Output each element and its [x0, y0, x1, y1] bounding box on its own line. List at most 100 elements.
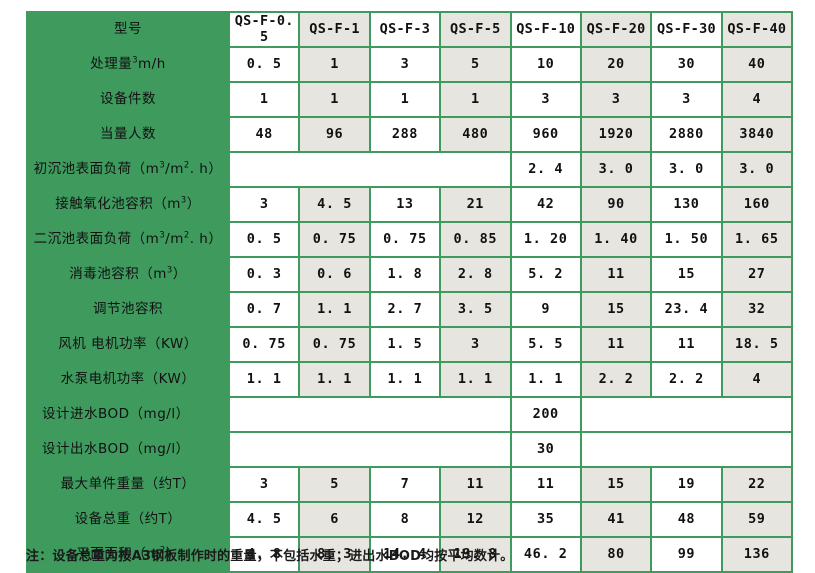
data-cell: 2. 8	[441, 258, 510, 291]
data-cell: 288	[370, 118, 440, 151]
data-cell: 32	[722, 293, 791, 326]
empty-merged-cell	[581, 433, 791, 466]
data-cell: 1	[300, 48, 369, 81]
data-cell: 0. 7	[230, 293, 299, 326]
data-cell: 4	[722, 83, 791, 116]
header-label-model: 型号	[28, 13, 228, 46]
table-row: 设备件数 1 1 1 1 3 3 3 4	[28, 83, 791, 116]
data-cell: 1. 8	[370, 258, 440, 291]
data-cell: 11	[441, 468, 510, 501]
data-cell: 5. 5	[511, 328, 580, 361]
data-cell: 130	[652, 188, 721, 221]
data-cell: 2. 2	[581, 363, 651, 396]
data-cell: 80	[581, 538, 651, 571]
data-cell: 15	[652, 258, 721, 291]
data-cell: 1	[230, 83, 299, 116]
data-cell: 1920	[581, 118, 651, 151]
data-cell: 19. 8	[441, 538, 510, 571]
table-row: 平面面积（m2） 4. 8 8. 3 14. 4 19. 8 46. 2 80 99 136	[28, 538, 791, 571]
data-cell: 35	[511, 503, 580, 536]
data-cell: 200	[511, 398, 580, 431]
data-cell: 0. 5	[230, 48, 299, 81]
data-cell: 1	[441, 83, 510, 116]
data-cell: 96	[300, 118, 369, 151]
column-header-model: QS-F-40	[722, 13, 791, 46]
table-row: 最大单件重量（约T） 3 5 7 11 11 15 19 22	[28, 468, 791, 501]
row-label: 平面面积（m2）	[28, 538, 228, 571]
data-cell: 99	[652, 538, 721, 571]
column-header-model: QS-F-5	[441, 13, 510, 46]
row-label: 水泵电机功率（KW）	[28, 363, 228, 396]
row-label: 设备件数	[28, 83, 228, 116]
data-cell: 1. 40	[581, 223, 651, 256]
data-cell: 3840	[722, 118, 791, 151]
row-label: 设计出水BOD（mg/l）	[28, 433, 228, 466]
table-row: 设计出水BOD（mg/l） 30	[28, 433, 791, 466]
data-cell: 2. 4	[511, 153, 580, 186]
data-cell: 1. 1	[300, 363, 369, 396]
data-cell: 3	[370, 48, 440, 81]
data-cell: 1. 20	[511, 223, 580, 256]
data-cell: 7	[370, 468, 440, 501]
data-cell: 160	[722, 188, 791, 221]
data-cell: 12	[441, 503, 510, 536]
data-cell: 1	[300, 83, 369, 116]
table-row: 处理量3m/h 0. 5 1 3 5 10 20 30 40	[28, 48, 791, 81]
data-cell: 3	[652, 83, 721, 116]
data-cell: 6	[300, 503, 369, 536]
spec-table-container: 型号 QS-F-0. 5 QS-F-1 QS-F-3 QS-F-5 QS-F-10 QS-F…	[26, 11, 793, 573]
empty-merged-cell	[230, 433, 510, 466]
column-header-model: QS-F-30	[652, 13, 721, 46]
data-cell: 480	[441, 118, 510, 151]
table-row: 消毒池容积（m3） 0. 3 0. 6 1. 8 2. 8 5. 2 11 15 27	[28, 258, 791, 291]
column-header-model: QS-F-10	[511, 13, 580, 46]
data-cell: 42	[511, 188, 580, 221]
data-cell: 0. 75	[230, 328, 299, 361]
data-cell: 9	[511, 293, 580, 326]
data-cell: 21	[441, 188, 510, 221]
data-cell: 2. 2	[652, 363, 721, 396]
row-label: 设备总重（约T）	[28, 503, 228, 536]
empty-merged-cell	[581, 398, 791, 431]
data-cell: 1. 5	[370, 328, 440, 361]
data-cell: 4	[722, 363, 791, 396]
row-label: 处理量3m/h	[28, 48, 228, 81]
data-cell: 3	[230, 468, 299, 501]
data-cell: 30	[652, 48, 721, 81]
table-header-row: 型号 QS-F-0. 5 QS-F-1 QS-F-3 QS-F-5 QS-F-10 QS-F…	[28, 13, 791, 46]
data-cell: 23. 4	[652, 293, 721, 326]
data-cell: 22	[722, 468, 791, 501]
data-cell: 59	[722, 503, 791, 536]
data-cell: 3	[230, 188, 299, 221]
data-cell: 10	[511, 48, 580, 81]
data-cell: 1. 1	[370, 363, 440, 396]
data-cell: 3. 5	[441, 293, 510, 326]
table-row: 二沉池表面负荷（m3/m2. h） 0. 5 0. 75 0. 75 0. 85 1. 2…	[28, 223, 791, 256]
data-cell: 5. 2	[511, 258, 580, 291]
data-cell: 4. 5	[230, 503, 299, 536]
data-cell: 8. 3	[300, 538, 369, 571]
table-row: 当量人数 48 96 288 480 960 1920 2880 3840	[28, 118, 791, 151]
data-cell: 11	[581, 328, 651, 361]
row-label: 调节池容积	[28, 293, 228, 326]
table-row: 接触氧化池容积（m3） 3 4. 5 13 21 42 90 130 160	[28, 188, 791, 221]
data-cell: 1. 1	[230, 363, 299, 396]
data-cell: 20	[581, 48, 651, 81]
data-cell: 18. 5	[722, 328, 791, 361]
data-cell: 11	[581, 258, 651, 291]
table-row: 初沉池表面负荷（m3/m2. h） 2. 4 3. 0 3. 0 3. 0	[28, 153, 791, 186]
data-cell: 27	[722, 258, 791, 291]
data-cell: 136	[722, 538, 791, 571]
column-header-model: QS-F-20	[581, 13, 651, 46]
data-cell: 41	[581, 503, 651, 536]
data-cell: 90	[581, 188, 651, 221]
table-row: 设计进水BOD（mg/l） 200	[28, 398, 791, 431]
data-cell: 0. 75	[370, 223, 440, 256]
row-label: 设计进水BOD（mg/l）	[28, 398, 228, 431]
data-cell: 3	[511, 83, 580, 116]
column-header-model: QS-F-1	[300, 13, 369, 46]
data-cell: 5	[441, 48, 510, 81]
data-cell: 1. 1	[300, 293, 369, 326]
data-cell: 3. 0	[652, 153, 721, 186]
data-cell: 11	[511, 468, 580, 501]
